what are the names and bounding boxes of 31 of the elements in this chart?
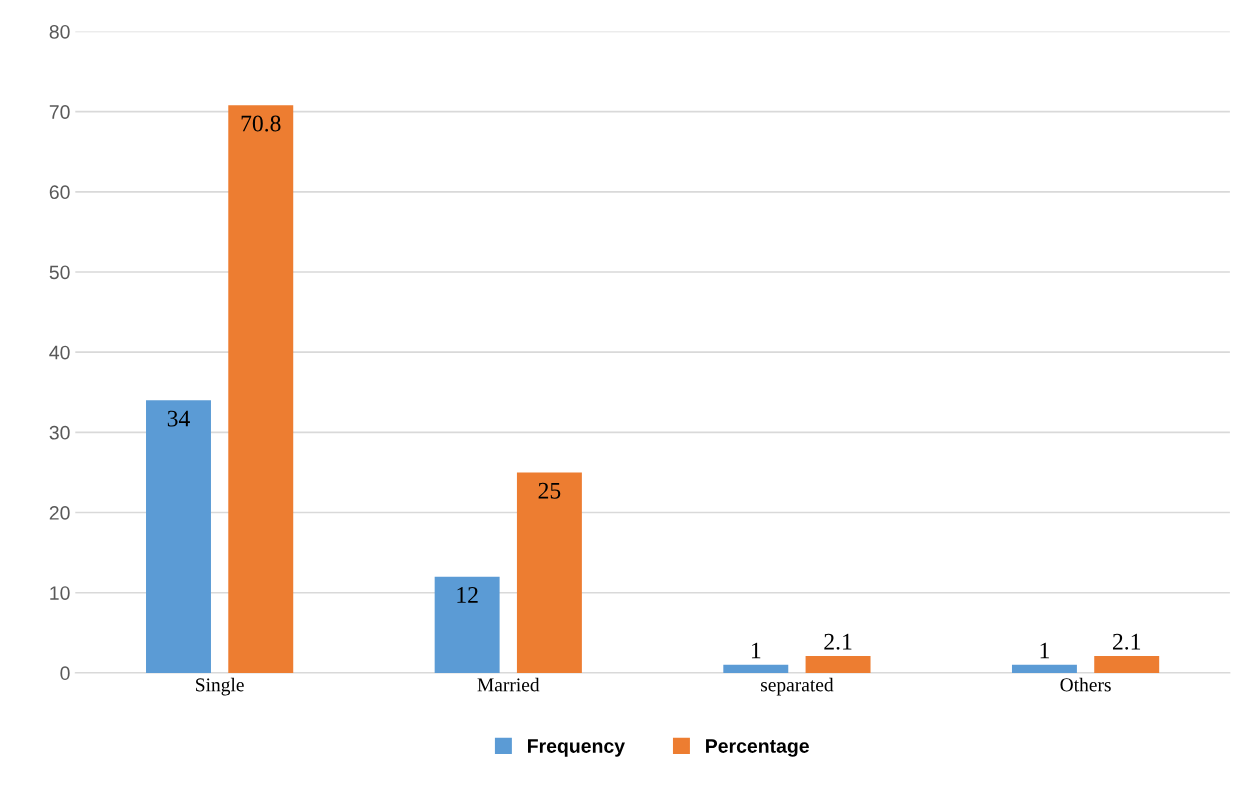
y-tick-label: 20: [49, 506, 70, 520]
legend-label: Frequency: [528, 739, 625, 757]
y-tick-label: 0: [60, 666, 70, 681]
bar: [723, 664, 789, 673]
data-label: 1: [1040, 642, 1049, 659]
x-tick-label: Married: [477, 677, 540, 692]
y-tick-label: 10: [50, 586, 70, 600]
data-label: 1: [751, 642, 761, 659]
y-tick-label: 70: [49, 105, 70, 119]
data-label: 25: [538, 482, 561, 499]
data-label: 2.1: [824, 633, 852, 650]
bar: [434, 576, 500, 673]
data-label: 70.8: [241, 115, 281, 132]
bar: [805, 656, 871, 673]
bar: [1011, 664, 1077, 673]
bar: [228, 105, 294, 673]
y-tick-label: 60: [49, 185, 70, 200]
x-tick-label: Others: [1060, 677, 1111, 692]
x-tick-label: Single: [196, 677, 244, 696]
bar: [1094, 656, 1160, 673]
data-label: 2.1: [1112, 633, 1141, 650]
y-tick-label: 30: [49, 425, 70, 440]
y-tick-label: 40: [49, 345, 70, 360]
y-tick-label: 50: [49, 265, 70, 280]
data-label: 12: [457, 587, 478, 603]
y-tick-label: 80: [49, 24, 70, 39]
bar: [146, 400, 211, 673]
bar: [516, 472, 582, 673]
legend-label: Percentage: [706, 739, 809, 757]
data-label: 34: [167, 410, 190, 427]
x-tick-label: separated: [761, 677, 834, 696]
